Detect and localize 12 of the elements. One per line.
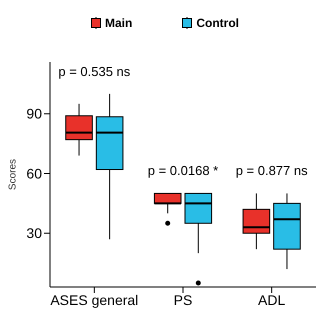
y-tick-label: 30 bbox=[26, 225, 42, 242]
y-axis-title: Scores bbox=[8, 158, 19, 190]
annotation: p = 0.877 ns bbox=[236, 163, 308, 178]
y-tick-label: 60 bbox=[26, 165, 42, 182]
legend-label: Control bbox=[195, 16, 239, 30]
y-tick-label: 90 bbox=[26, 106, 42, 122]
annotation: p = 0.535 ns bbox=[57, 64, 132, 80]
legend-label: Main bbox=[104, 16, 132, 30]
x-tick-label: PS bbox=[174, 292, 192, 308]
x-tick-label: ASES general bbox=[50, 292, 138, 308]
annotation: p = 0.0168 * bbox=[148, 163, 218, 178]
x-tick-label: ADL bbox=[258, 292, 286, 308]
